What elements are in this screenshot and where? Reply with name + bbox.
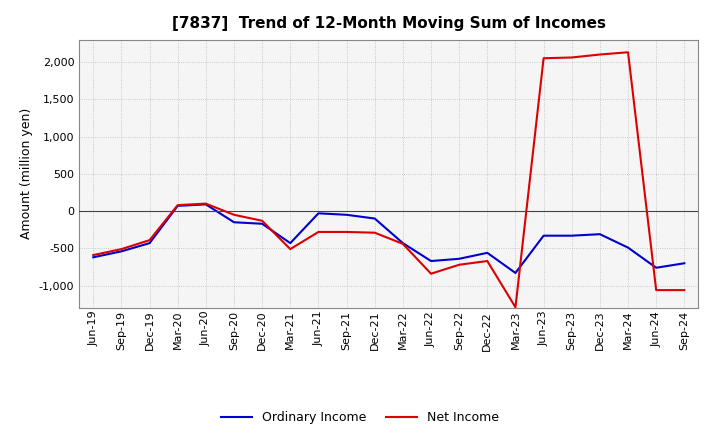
Ordinary Income [286,241,294,246]
Net Income [145,238,154,243]
Ordinary Income [258,221,266,227]
Ordinary Income [455,256,464,261]
Ordinary Income [342,212,351,217]
Ordinary Income [314,211,323,216]
Net Income [399,241,408,246]
Net Income [624,50,632,55]
Title: [7837]  Trend of 12-Month Moving Sum of Incomes: [7837] Trend of 12-Month Moving Sum of I… [172,16,606,32]
Net Income [286,246,294,252]
Net Income [455,262,464,268]
Net Income [314,229,323,235]
Net Income [483,258,492,264]
Net Income [202,201,210,206]
Ordinary Income [174,203,182,209]
Net Income [174,202,182,208]
Net Income [595,52,604,57]
Ordinary Income [230,220,238,225]
Net Income [511,304,520,310]
Line: Ordinary Income: Ordinary Income [94,204,684,273]
Net Income [652,287,660,293]
Ordinary Income [145,241,154,246]
Y-axis label: Amount (million yen): Amount (million yen) [20,108,33,239]
Ordinary Income [652,265,660,270]
Ordinary Income [202,202,210,207]
Ordinary Income [89,255,98,260]
Ordinary Income [567,233,576,238]
Ordinary Income [511,270,520,275]
Line: Net Income: Net Income [94,52,684,307]
Net Income [117,246,126,252]
Net Income [342,229,351,235]
Net Income [539,55,548,61]
Net Income [427,271,436,276]
Net Income [258,218,266,224]
Net Income [680,287,688,293]
Ordinary Income [427,258,436,264]
Ordinary Income [399,241,408,246]
Ordinary Income [680,260,688,266]
Net Income [567,55,576,60]
Net Income [230,212,238,217]
Ordinary Income [117,249,126,254]
Legend: Ordinary Income, Net Income: Ordinary Income, Net Income [216,407,504,429]
Net Income [370,230,379,235]
Ordinary Income [595,231,604,237]
Ordinary Income [624,245,632,250]
Ordinary Income [539,233,548,238]
Ordinary Income [483,250,492,256]
Ordinary Income [370,216,379,221]
Net Income [89,253,98,258]
